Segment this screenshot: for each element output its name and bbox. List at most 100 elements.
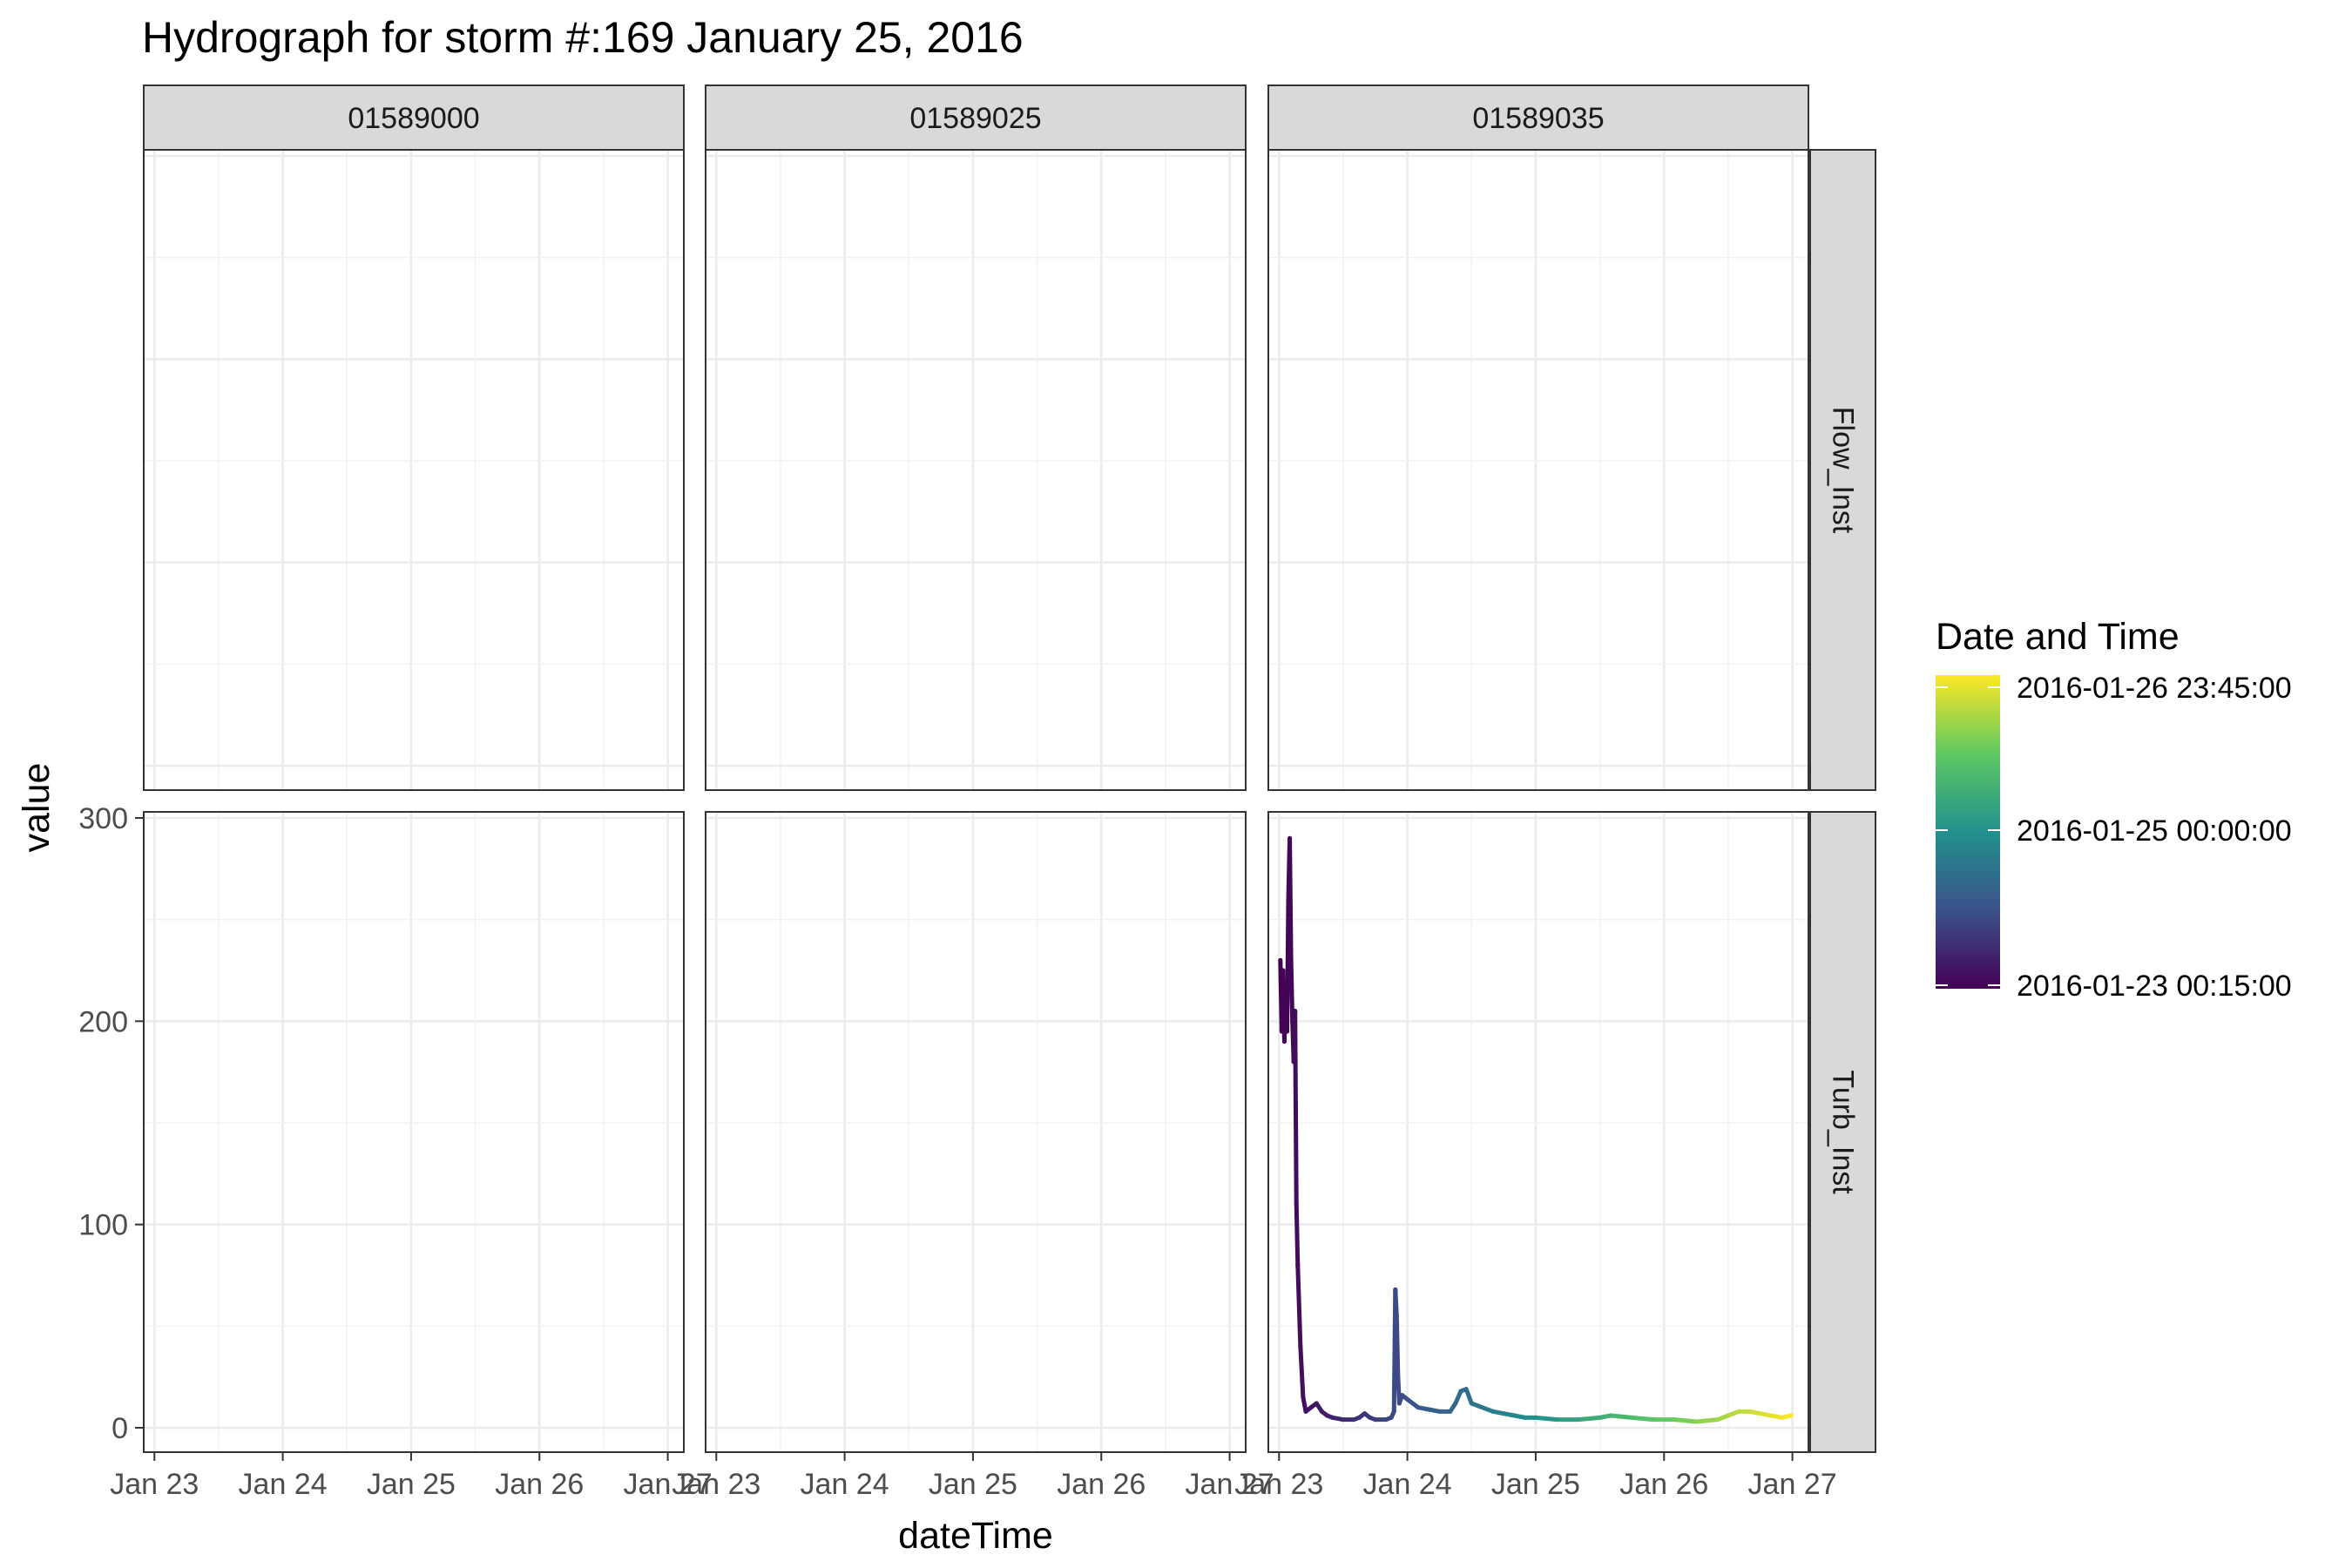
panel-01589000-Flow_Inst xyxy=(143,149,685,791)
panel-background xyxy=(144,150,684,790)
series-segment xyxy=(1294,1201,1301,1267)
data-point xyxy=(1533,1415,1538,1420)
data-point xyxy=(1295,1262,1301,1267)
chart-title: Hydrograph for storm #:169 January 25, 2… xyxy=(142,13,1024,62)
strip-row-label: Flow_Inst xyxy=(1827,407,1860,534)
data-point xyxy=(1651,1417,1656,1423)
data-point xyxy=(1389,1415,1394,1420)
panel-border xyxy=(143,811,685,1453)
y-axis-labels: 0 100 200 300 xyxy=(78,802,144,1445)
data-point xyxy=(1393,1287,1398,1292)
data-point xyxy=(1284,1029,1289,1034)
data-point xyxy=(1291,1059,1296,1064)
data-point xyxy=(1301,1395,1306,1400)
data-point xyxy=(1458,1389,1463,1394)
data-point xyxy=(1319,1409,1324,1414)
data-point xyxy=(1391,1409,1396,1414)
data-point xyxy=(1501,1411,1506,1416)
series-segment xyxy=(1463,1387,1474,1406)
data-point xyxy=(1290,1018,1295,1024)
panel-border xyxy=(705,811,1247,1453)
x-tick-label: Jan 26 xyxy=(495,1468,584,1501)
data-point xyxy=(1308,1405,1314,1410)
panel-background xyxy=(144,812,684,1452)
legend-label: 2016-01-26 23:45:00 xyxy=(2017,672,2292,705)
x-tick-label: Jan 24 xyxy=(1363,1468,1452,1501)
series-segment xyxy=(1405,1396,1421,1410)
data-point xyxy=(1576,1417,1581,1423)
data-point xyxy=(1399,1393,1404,1398)
x-tick-label: Jan 25 xyxy=(1491,1468,1580,1501)
series-segment xyxy=(1284,896,1291,1034)
strip-row xyxy=(1809,811,1876,1453)
data-point xyxy=(1368,1415,1373,1420)
data-point xyxy=(1341,1417,1346,1423)
x-tick-label: Jan 27 xyxy=(1186,1468,1274,1501)
data-point xyxy=(1279,1029,1284,1034)
series-segment xyxy=(1288,957,1295,1024)
data-point xyxy=(1629,1415,1634,1420)
series-segment xyxy=(1298,1344,1306,1400)
data-point xyxy=(1362,1411,1367,1416)
data-point xyxy=(1356,1415,1362,1420)
y-tick-label: 0 xyxy=(112,1412,128,1445)
x-tick-label: Jan 27 xyxy=(1748,1468,1837,1501)
data-point xyxy=(1288,835,1293,841)
data-point xyxy=(1281,968,1286,973)
data-point xyxy=(1758,1411,1763,1416)
series-segment xyxy=(1293,1009,1299,1206)
data-point xyxy=(1351,1417,1356,1423)
series-segment xyxy=(1576,1415,1603,1423)
data-point xyxy=(1294,1201,1299,1206)
strip-row xyxy=(1809,149,1876,791)
legend-colorbar xyxy=(1936,675,2000,989)
data-point xyxy=(1490,1409,1496,1414)
data-point xyxy=(1293,1009,1298,1014)
x-tick-label: Jan 27 xyxy=(624,1468,713,1501)
x-axis-title: dateTime xyxy=(898,1515,1053,1557)
data-point xyxy=(1405,1396,1410,1402)
data-point xyxy=(1436,1409,1442,1414)
series-segment xyxy=(1453,1389,1463,1406)
panel-01589025-Flow_Inst xyxy=(705,149,1247,791)
series-segment xyxy=(1629,1415,1656,1423)
legend-label: 2016-01-23 00:15:00 xyxy=(2017,970,2292,1003)
series-segment xyxy=(1295,1262,1303,1349)
y-axis-title: value xyxy=(16,763,57,853)
data-point xyxy=(1747,1409,1752,1414)
series-segment xyxy=(1673,1417,1699,1424)
y-tick-label: 300 xyxy=(78,802,128,835)
y-tick-label: 100 xyxy=(78,1209,128,1242)
strip-column-label: 01589025 xyxy=(909,102,1041,135)
data-point xyxy=(1715,1417,1720,1423)
panel-background xyxy=(706,812,1246,1452)
panel-background xyxy=(706,150,1246,790)
series-segment xyxy=(1393,1287,1399,1319)
series-segment xyxy=(1693,1417,1720,1424)
series-segment xyxy=(1608,1413,1634,1420)
data-point xyxy=(1394,1314,1399,1319)
data-point xyxy=(1383,1417,1389,1423)
x-tick-label: Jan 23 xyxy=(110,1468,199,1501)
panel-background xyxy=(1268,812,1808,1452)
legend-label: 2016-01-25 00:00:00 xyxy=(2017,814,2292,848)
data-point xyxy=(1448,1409,1453,1414)
facet-panels: 01589000 01589025 01589035 Flow_Inst Turb_In… xyxy=(143,84,1876,1453)
data-point xyxy=(1396,1401,1402,1406)
data-point xyxy=(1303,1409,1308,1414)
data-point xyxy=(1736,1409,1741,1414)
panel-border xyxy=(1267,149,1809,791)
legend: Date and Time 2016-01-26 23:45:002016-01… xyxy=(1936,616,2292,1003)
x-tick-label: Jan 26 xyxy=(1619,1468,1708,1501)
x-tick-label: Jan 24 xyxy=(801,1468,889,1501)
panel-01589025-Turb_Inst xyxy=(705,811,1247,1453)
x-tick-label: Jan 25 xyxy=(929,1468,1017,1501)
data-point xyxy=(1426,1407,1431,1412)
panel-01589035-Flow_Inst xyxy=(1267,149,1809,791)
data-point xyxy=(1463,1387,1469,1392)
panel-border xyxy=(1267,811,1809,1453)
series-segment xyxy=(1394,1314,1401,1380)
x-tick-label: Jan 23 xyxy=(672,1468,760,1501)
